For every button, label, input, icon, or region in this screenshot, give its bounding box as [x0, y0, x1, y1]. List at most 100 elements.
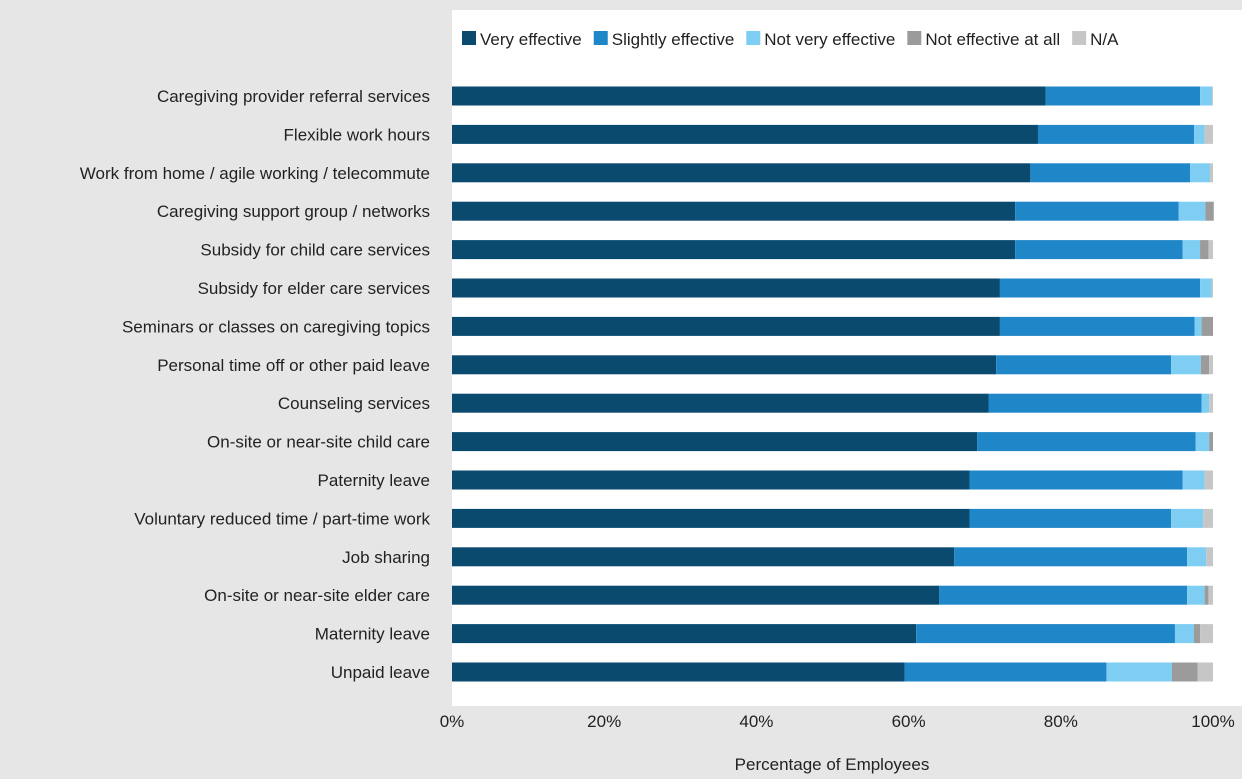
legend-swatch	[593, 31, 608, 45]
bar-segment	[999, 316, 1195, 336]
bar-segment	[1194, 316, 1202, 336]
bar-segment	[969, 508, 1172, 528]
bar-segment	[1201, 393, 1210, 413]
bar-segment	[1178, 201, 1206, 221]
legend-swatch	[462, 31, 476, 45]
category-label: Caregiving provider referral services	[157, 87, 430, 106]
bar-segment	[452, 163, 1031, 183]
bar-segment	[1212, 86, 1213, 106]
legend-label: Not effective at all	[925, 30, 1060, 49]
bar-group	[452, 86, 1214, 682]
bar-segment	[1209, 432, 1213, 452]
bar-segment	[1182, 470, 1205, 490]
bar-segment	[452, 624, 917, 644]
bar-segment	[1200, 355, 1210, 375]
x-tick-label: 80%	[1044, 712, 1078, 731]
legend-label: Not very effective	[764, 30, 895, 49]
legend-label: Very effective	[480, 30, 582, 49]
bar-segment	[996, 355, 1172, 375]
category-label: Caregiving support group / networks	[157, 202, 430, 221]
bar-segment	[1037, 124, 1194, 144]
bar-segment	[1171, 508, 1204, 528]
bar-segment	[452, 316, 1000, 336]
bar-segment	[1106, 662, 1172, 682]
bar-segment	[1206, 547, 1213, 567]
legend-label: Slightly effective	[612, 30, 735, 49]
legend-swatch	[907, 31, 922, 45]
legend-swatch	[746, 31, 761, 45]
legend: Very effective Slightly effective Not very…	[462, 30, 1119, 49]
x-axis-label: Percentage of Employees	[735, 755, 930, 774]
bar-segment	[1200, 624, 1213, 644]
bar-segment	[977, 432, 1196, 452]
category-label: Subsidy for child care services	[200, 241, 430, 260]
bar-segment	[452, 508, 970, 528]
bar-segment	[452, 662, 905, 682]
legend-swatch	[1072, 31, 1087, 45]
bar-segment	[452, 240, 1016, 260]
category-label: Job sharing	[342, 548, 430, 567]
bar-segment	[1174, 624, 1194, 644]
x-axis-ticks: 0% 20% 40% 60% 80% 100%	[440, 712, 1235, 731]
bar-segment	[452, 124, 1038, 144]
x-tick-label: 40%	[739, 712, 773, 731]
category-label: Unpaid leave	[331, 663, 430, 682]
bar-segment	[1204, 124, 1213, 144]
bar-segment	[904, 662, 1107, 682]
bar-segment	[1193, 124, 1205, 144]
bar-segment	[452, 86, 1046, 106]
bar-segment	[999, 278, 1201, 298]
bar-segment	[1187, 585, 1205, 605]
category-label: On-site or near-site elder care	[204, 586, 430, 605]
category-label: Seminars or classes on caregiving topics	[122, 317, 430, 336]
bar-segment	[1030, 163, 1191, 183]
bar-segment	[1209, 393, 1213, 413]
category-label: Counseling services	[278, 394, 430, 413]
bar-segment	[1208, 240, 1213, 260]
bar-segment	[452, 470, 970, 490]
bar-segment	[1200, 278, 1212, 298]
bar-segment	[1204, 585, 1209, 605]
bar-segment	[1015, 240, 1183, 260]
bar-segment	[452, 278, 1000, 298]
x-tick-label: 20%	[587, 712, 621, 731]
category-label: Subsidy for elder care services	[198, 279, 430, 298]
bar-segment	[452, 355, 997, 375]
legend-label: N/A	[1090, 30, 1119, 49]
bar-segment	[1208, 585, 1213, 605]
bar-segment	[452, 432, 978, 452]
bar-segment	[1200, 240, 1209, 260]
category-label: Paternity leave	[318, 471, 430, 490]
bar-segment	[1193, 624, 1201, 644]
bar-segment	[1182, 240, 1201, 260]
category-label: On-site or near-site child care	[207, 433, 430, 452]
bar-segment	[1171, 662, 1198, 682]
bar-segment	[1200, 86, 1213, 106]
x-tick-label: 0%	[440, 712, 465, 731]
bar-segment	[969, 470, 1183, 490]
bar-segment	[1190, 163, 1210, 183]
bar-segment	[988, 393, 1202, 413]
category-label: Work from home / agile working / telecom…	[80, 164, 430, 183]
category-label: Voluntary reduced time / part-time work	[134, 509, 430, 528]
category-label: Flexible work hours	[284, 125, 430, 144]
bar-segment	[452, 201, 1016, 221]
bar-segment	[1171, 355, 1201, 375]
bar-segment	[1203, 508, 1213, 528]
bar-segment	[1187, 547, 1207, 567]
bar-segment	[1197, 662, 1213, 682]
bar-segment	[1205, 201, 1214, 221]
bar-segment	[1195, 432, 1210, 452]
bar-segment	[1201, 316, 1213, 336]
bar-segment	[452, 585, 940, 605]
bar-segment	[1209, 355, 1213, 375]
x-tick-label: 60%	[892, 712, 926, 731]
category-labels: Caregiving provider referral services Fle…	[80, 87, 431, 682]
bar-segment	[1209, 163, 1213, 183]
category-label: Maternity leave	[315, 625, 430, 644]
bar-segment	[1015, 201, 1179, 221]
bar-segment	[939, 585, 1188, 605]
category-label: Personal time off or other paid leave	[157, 356, 430, 375]
